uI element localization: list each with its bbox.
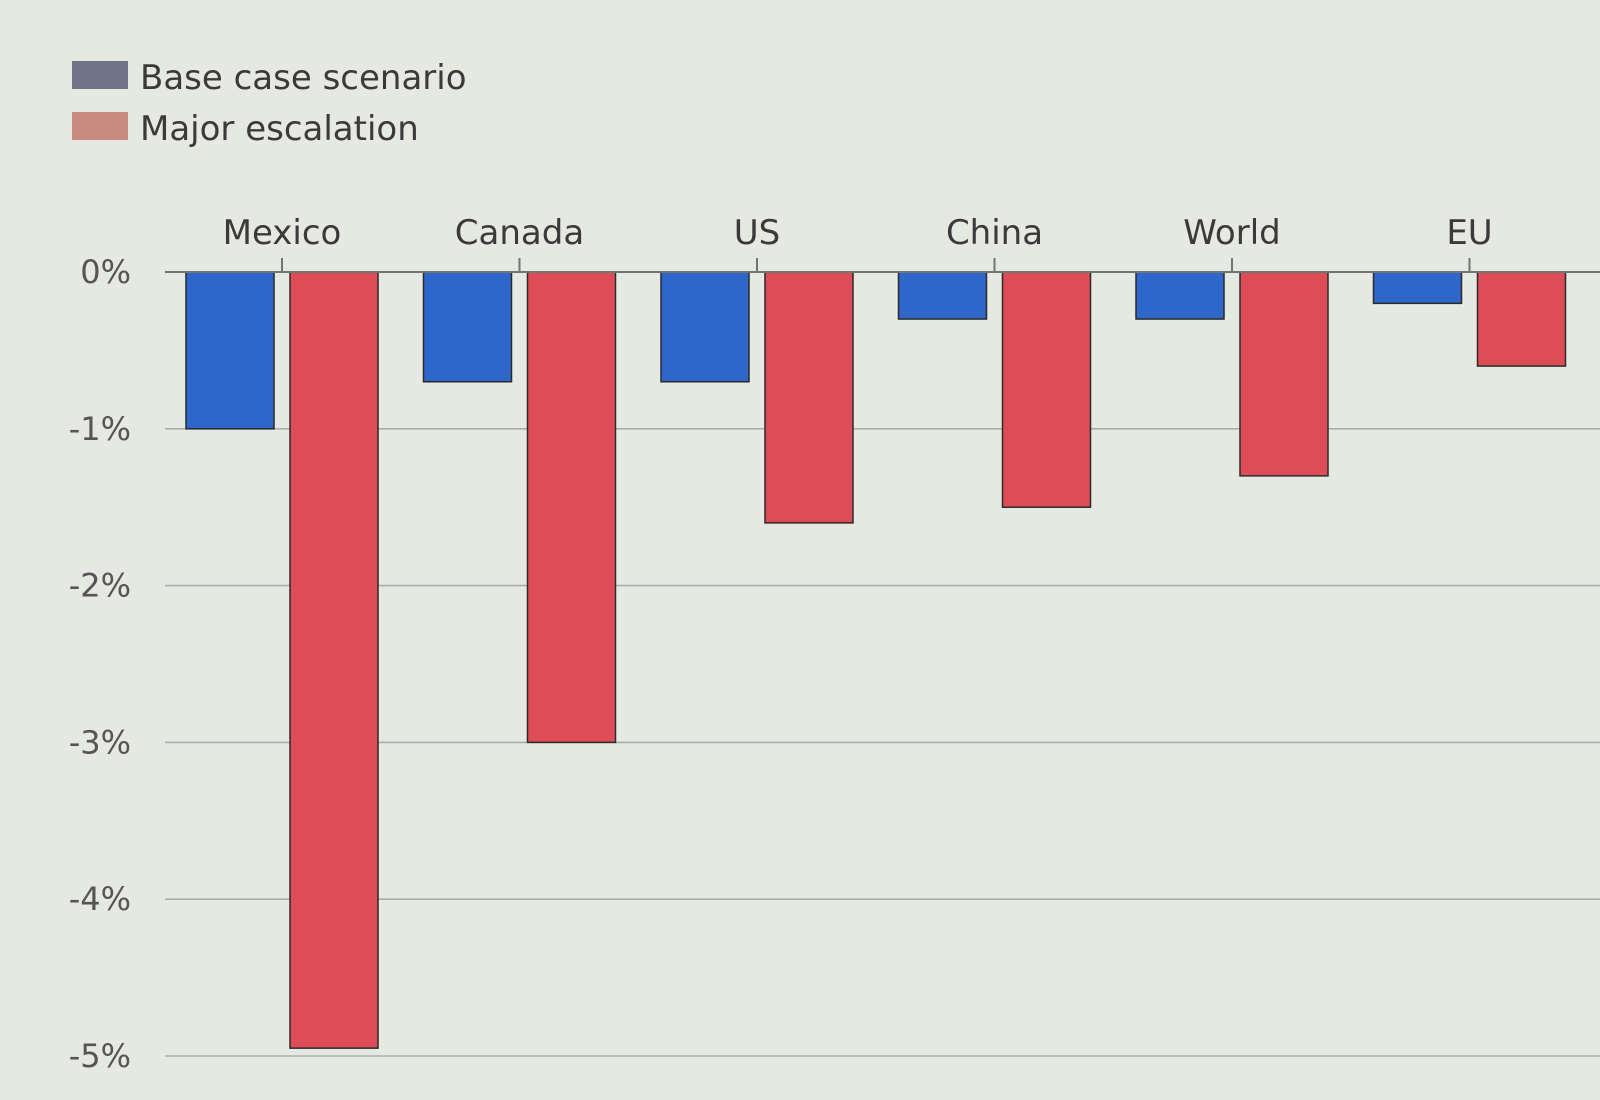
category-label-china: China xyxy=(946,213,1043,253)
category-label-eu: EU xyxy=(1446,213,1492,253)
bar-china-major-escalation xyxy=(1001,271,1092,508)
legend-label-major-escalation: Major escalation xyxy=(140,109,419,149)
category-label-world: World xyxy=(1183,213,1280,253)
zero-baseline xyxy=(165,258,1600,273)
y-tick-label: -1% xyxy=(69,410,131,448)
category-label-canada: Canada xyxy=(455,213,584,253)
legend: Base case scenario Major escalation xyxy=(72,58,467,149)
bar-world-base-case-scenario xyxy=(1135,271,1225,320)
bar-china-base-case-scenario xyxy=(897,271,988,320)
y-axis-tick-labels: 0% -1% -2% -3% -4% -5% xyxy=(69,253,131,1075)
bar-canada-base-case-scenario xyxy=(422,271,513,383)
bars xyxy=(185,271,1567,1049)
bar-mexico-base-case-scenario xyxy=(185,271,275,430)
bar-eu-base-case-scenario xyxy=(1372,271,1463,305)
y-tick-label: 0% xyxy=(80,253,131,291)
legend-label-base-case: Base case scenario xyxy=(140,58,467,98)
legend-swatch-base-case xyxy=(72,61,128,89)
category-label-mexico: Mexico xyxy=(223,213,342,253)
bar-eu-major-escalation xyxy=(1476,271,1567,367)
bar-mexico-major-escalation xyxy=(289,271,379,1049)
bar-us-base-case-scenario xyxy=(660,271,750,383)
y-tick-label: -3% xyxy=(69,723,131,761)
bar-us-major-escalation xyxy=(764,271,854,524)
y-tick-label: -5% xyxy=(69,1037,131,1075)
bar-world-major-escalation xyxy=(1239,271,1329,477)
bar-canada-major-escalation xyxy=(526,271,617,744)
legend-swatch-major-escalation xyxy=(72,112,128,140)
category-labels: Mexico Canada US China World EU xyxy=(223,213,1493,253)
gridlines xyxy=(165,427,1600,1057)
y-tick-label: -4% xyxy=(69,880,131,918)
y-tick-label: -2% xyxy=(69,567,131,605)
category-label-us: US xyxy=(734,213,780,253)
